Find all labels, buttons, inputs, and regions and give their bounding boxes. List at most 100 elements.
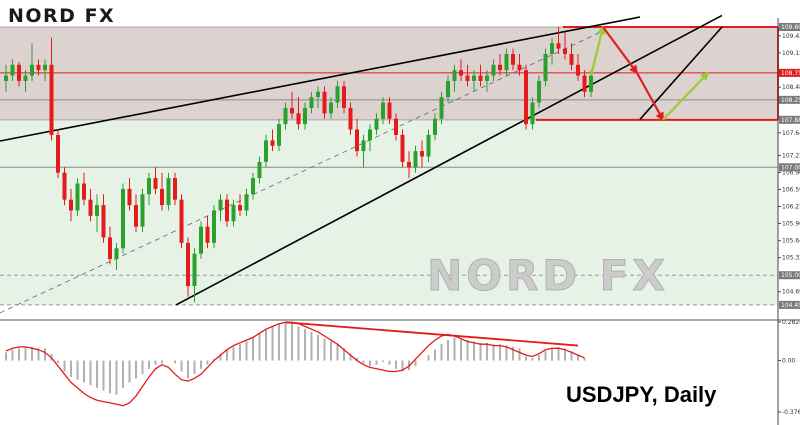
bull-candle <box>75 183 80 211</box>
price-tag-label: 104.450 <box>781 302 800 309</box>
price-tag-box <box>779 300 800 309</box>
bull-candle <box>147 178 151 195</box>
bear-candle <box>394 118 398 135</box>
price-tick-label: 105.640 <box>782 238 800 245</box>
bull-candle <box>381 102 385 119</box>
bull-candle <box>257 161 262 179</box>
bear-candle <box>296 113 301 125</box>
forecast-arrow-down <box>602 26 639 75</box>
bull-candle <box>426 134 431 157</box>
bull-candle <box>543 53 548 81</box>
bull-candle <box>413 151 418 168</box>
bull-candle <box>550 43 554 54</box>
price-tick-label: 106.275 <box>782 203 800 210</box>
price-tick-label: 109.435 <box>782 33 800 40</box>
bull-candle <box>491 64 496 76</box>
macd-tick-label: 0.00 <box>782 358 796 365</box>
divergence-line <box>285 321 579 347</box>
price-tick-label: 105.960 <box>782 220 800 227</box>
price-tick-label: 104.695 <box>782 289 800 296</box>
forecast-arrow-up <box>662 71 710 121</box>
bear-candle <box>270 140 275 146</box>
median-line <box>0 32 601 314</box>
bull-candle <box>10 64 15 76</box>
bear-candle <box>576 64 580 76</box>
bear-candle <box>17 64 21 81</box>
bear-candle <box>465 75 470 81</box>
price-tag-label: 108.250 <box>781 97 800 104</box>
bull-candle <box>537 80 541 103</box>
bear-candle <box>127 188 132 206</box>
price-tick-label: 108.485 <box>782 84 800 91</box>
bear-candle <box>569 53 574 65</box>
bull-candle <box>530 102 535 125</box>
forecast-arrow-down <box>636 72 664 122</box>
bull-candle <box>192 253 197 287</box>
bull-candle <box>277 124 281 146</box>
price-tag-box <box>779 271 800 280</box>
price-tick-label: 106.905 <box>782 169 800 176</box>
bear-candle <box>36 64 41 71</box>
bull-candle <box>121 188 125 249</box>
bear-candle <box>153 178 158 189</box>
bull-candle <box>166 178 171 206</box>
price-tag-label: 107.000 <box>781 164 800 171</box>
bull-candle <box>446 80 450 98</box>
bull-candle <box>303 107 307 125</box>
price-tag-label: 108.750 <box>781 70 800 77</box>
bull-candle <box>251 178 255 195</box>
bull-candle <box>439 97 444 119</box>
bull-candle <box>283 107 288 125</box>
price-tag-box <box>779 163 800 172</box>
bull-candle <box>95 205 99 216</box>
bull-candle <box>114 248 119 260</box>
bull-candle <box>199 226 203 254</box>
bull-candle <box>43 64 47 71</box>
bear-candle <box>342 86 346 108</box>
bull-candle <box>472 75 476 81</box>
price-tick-label: 107.220 <box>782 152 800 159</box>
bear-candle <box>322 91 327 114</box>
bear-candle <box>556 43 561 49</box>
bear-candle <box>400 134 405 162</box>
bear-candle <box>582 75 587 92</box>
bear-candle <box>387 102 392 119</box>
price-tag-label: 105.000 <box>781 272 800 279</box>
bull-candle <box>335 86 340 103</box>
price-tag-box <box>779 115 800 124</box>
bull-candle <box>485 75 489 81</box>
bull-candle <box>231 205 236 222</box>
price-tag-label: 109.600 <box>781 24 800 31</box>
macd-tick-label: -0.3764 <box>782 409 800 416</box>
price-tick-label: 109.120 <box>782 50 800 57</box>
bull-candle <box>212 210 216 243</box>
bull-candle <box>374 118 379 130</box>
forecast-arrow-up <box>589 25 606 76</box>
bull-candle <box>433 118 437 135</box>
chart-caption: USDJPY, Daily <box>566 382 717 407</box>
bear-candle <box>108 237 112 260</box>
price-tag-box <box>779 23 800 31</box>
price-tag-box <box>779 68 800 77</box>
price-tick-label: 106.590 <box>782 186 800 193</box>
bear-candle <box>160 188 164 206</box>
bull-candle <box>329 102 333 114</box>
bear-candle <box>459 70 463 76</box>
bear-candle <box>355 129 359 152</box>
bear-candle <box>517 64 522 71</box>
candles <box>4 27 593 303</box>
forecast-arrows <box>589 25 710 122</box>
bull-candle <box>244 194 249 211</box>
bear-candle <box>290 107 294 114</box>
price-tag-label: 107.880 <box>781 117 800 124</box>
upper-trendline <box>0 16 641 142</box>
bull-candle <box>504 53 509 71</box>
macd-signal-line <box>5 321 585 407</box>
bull-candle <box>140 194 145 227</box>
bear-candle <box>186 242 190 287</box>
bear-candle <box>225 199 229 222</box>
logo: NORD FX <box>8 5 114 27</box>
bear-candle <box>101 205 106 238</box>
bear-candle <box>88 199 93 216</box>
